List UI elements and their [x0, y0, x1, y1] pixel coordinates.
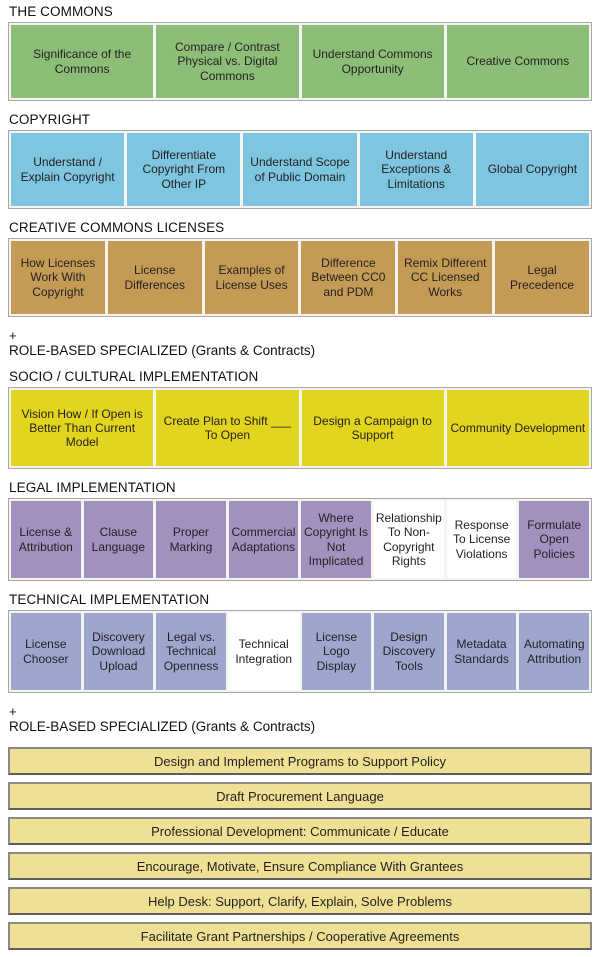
section-heading-legal: LEGAL IMPLEMENTATION	[9, 480, 176, 495]
role-bar-help-desk: Help Desk: Support, Clarify, Explain, So…	[8, 887, 592, 915]
role-based-label-1: ROLE-BASED SPECIALIZED (Grants & Contrac…	[9, 343, 316, 358]
tech-cell-legal-vs-technical: Legal vs. Technical Openness	[156, 613, 226, 690]
copyright-cell-understand-explain: Understand / Explain Copyright	[11, 133, 125, 206]
legal-cell-proper-marking: Proper Marking	[156, 501, 226, 578]
copyright-row: Understand / Explain Copyright Different…	[8, 130, 592, 209]
cc-cell-license-uses: Examples of License Uses	[204, 241, 299, 314]
role-bar-programs-policy: Design and Implement Programs to Support…	[8, 747, 592, 775]
role-bar-grant-partnerships: Facilitate Grant Partnerships / Cooperat…	[8, 922, 592, 950]
role-bar-grantee-compliance: Encourage, Motivate, Ensure Compliance W…	[8, 852, 592, 880]
socio-cell-community: Community Development	[446, 390, 589, 466]
role-bar-professional-development: Professional Development: Communicate / …	[8, 817, 592, 845]
commons-row: Significance of the Commons Compare / Co…	[8, 22, 592, 101]
legal-cell-license-violations: Response To License Violations	[446, 501, 517, 578]
role-based-bars: Design and Implement Programs to Support…	[8, 747, 592, 950]
tech-cell-discovery-download: Discovery Download Upload	[83, 613, 154, 690]
copyright-cell-differentiate-ip: Differentiate Copyright From Other IP	[127, 133, 241, 206]
cc-licenses-row: How Licenses Work With Copyright License…	[8, 238, 592, 317]
role-based-note-2: + ROLE-BASED SPECIALIZED (Grants & Contr…	[9, 704, 592, 735]
socio-cell-plan-shift: Create Plan to Shift ___ To Open	[156, 390, 299, 466]
tech-cell-technical-integration: Technical Integration	[228, 613, 299, 690]
legal-cell-open-policies: Formulate Open Policies	[519, 501, 589, 578]
cc-cell-legal-precedence: Legal Precedence	[495, 241, 589, 314]
tech-cell-license-logo: License Logo Display	[301, 613, 372, 690]
role-based-label-2: ROLE-BASED SPECIALIZED (Grants & Contrac…	[9, 719, 316, 734]
cc-cell-license-differences: License Differences	[107, 241, 202, 314]
legal-cell-non-copyright-rights: Relationship To Non-Copyright Rights	[373, 501, 444, 578]
legal-cell-commercial-adaptations: Commercial Adaptations	[228, 501, 299, 578]
commons-cell-opportunity: Understand Commons Opportunity	[301, 25, 444, 98]
socio-cell-campaign: Design a Campaign to Support	[301, 390, 444, 466]
legal-cell-clause-language: Clause Language	[83, 501, 154, 578]
commons-cell-significance: Significance of the Commons	[11, 25, 154, 98]
section-heading-the-commons: THE COMMONS	[9, 4, 113, 19]
technical-implementation-row: License Chooser Discovery Download Uploa…	[8, 610, 592, 693]
tech-cell-license-chooser: License Chooser	[11, 613, 81, 690]
section-heading-socio-cultural: SOCIO / CULTURAL IMPLEMENTATION	[9, 369, 259, 384]
cc-cell-remix: Remix Different CC Licensed Works	[398, 241, 493, 314]
copyright-cell-public-domain: Understand Scope of Public Domain	[243, 133, 357, 206]
copyright-cell-global: Global Copyright	[475, 133, 590, 206]
commons-cell-creative-commons: Creative Commons	[446, 25, 589, 98]
section-heading-copyright: COPYRIGHT	[9, 112, 91, 127]
legal-implementation-row: License & Attribution Clause Language Pr…	[8, 498, 592, 581]
copyright-cell-exceptions: Understand Exceptions & Limitations	[359, 133, 473, 206]
socio-cultural-row: Vision How / If Open is Better Than Curr…	[8, 387, 592, 469]
section-heading-cc-licenses: CREATIVE COMMONS LICENSES	[9, 220, 225, 235]
plus-sign-1: +	[9, 328, 17, 343]
plus-sign-2: +	[9, 704, 17, 719]
socio-cell-vision: Vision How / If Open is Better Than Curr…	[11, 390, 154, 466]
section-heading-technical: TECHNICAL IMPLEMENTATION	[9, 592, 210, 607]
tech-cell-metadata-standards: Metadata Standards	[446, 613, 517, 690]
legal-cell-copyright-not-implicated: Where Copyright Is Not Implicated	[301, 501, 371, 578]
tech-cell-discovery-tools: Design Discovery Tools	[374, 613, 444, 690]
tech-cell-automating-attribution: Automating Attribution	[519, 613, 589, 690]
cc-cell-cc0-pdm: Difference Between CC0 and PDM	[301, 241, 396, 314]
role-bar-procurement-language: Draft Procurement Language	[8, 782, 592, 810]
role-based-note-1: + ROLE-BASED SPECIALIZED (Grants & Contr…	[9, 328, 592, 359]
commons-cell-compare-contrast: Compare / Contrast Physical vs. Digital …	[156, 25, 299, 98]
cc-cell-how-licenses-work: How Licenses Work With Copyright	[11, 241, 105, 314]
legal-cell-license-attribution: License & Attribution	[11, 501, 81, 578]
